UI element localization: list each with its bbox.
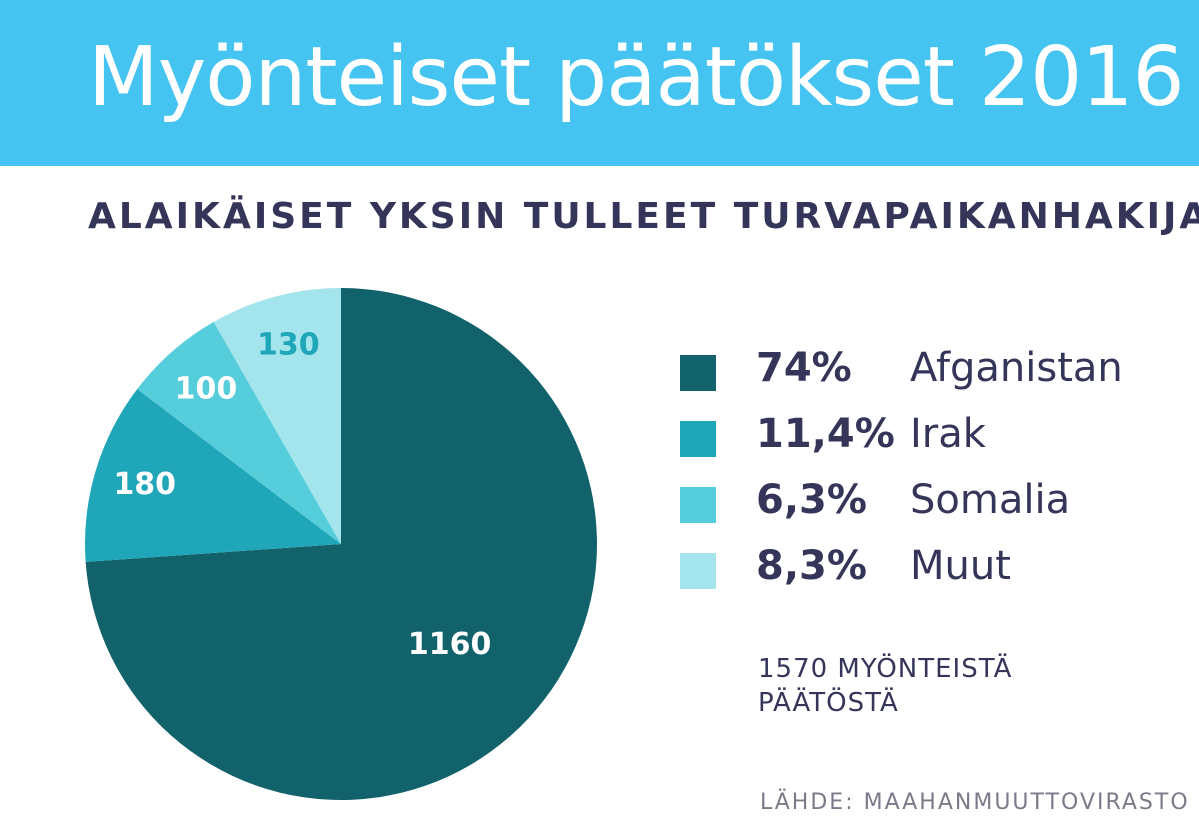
legend-label: Irak	[910, 411, 986, 457]
pie-value-label: 180	[113, 467, 176, 502]
legend-percent: 74%	[756, 345, 852, 391]
pie-slice-afganistan	[85, 288, 598, 800]
total-line-1: 1570 MYÖNTEISTÄ	[758, 654, 1013, 684]
total-line-2: PÄÄTÖSTÄ	[758, 688, 899, 718]
pie-value-label: 130	[257, 328, 320, 363]
title-banner: Myönteiset päätökset 2016	[0, 0, 1199, 166]
legend-swatch	[680, 421, 716, 457]
page-title: Myönteiset päätökset 2016	[88, 30, 1185, 125]
pie-value-label: 1160	[408, 627, 492, 662]
legend-percent: 6,3%	[756, 477, 867, 523]
legend-percent: 11,4%	[756, 411, 895, 457]
legend-swatch	[680, 355, 716, 391]
legend-swatch	[680, 553, 716, 589]
legend-swatch	[680, 487, 716, 523]
pie-slice-irak	[85, 389, 342, 562]
legend-percent: 8,3%	[756, 543, 867, 589]
pie-chart: 1160 180 100 130	[85, 288, 598, 800]
legend-label: Muut	[910, 543, 1011, 589]
pie-slice-muut	[213, 288, 341, 544]
pie-slice-somalia	[137, 321, 341, 544]
pie-value-label: 100	[175, 372, 238, 407]
source-note: LÄHDE: MAAHANMUUTTOVIRASTO	[760, 790, 1190, 815]
chart-subtitle: ALAIKÄISET YKSIN TULLEET TURVAPAIKANHAKI…	[88, 196, 1199, 237]
legend-label: Afganistan	[910, 345, 1123, 391]
total-decisions-label: 1570 MYÖNTEISTÄ PÄÄTÖSTÄ	[758, 652, 1012, 720]
legend-label: Somalia	[910, 477, 1071, 523]
